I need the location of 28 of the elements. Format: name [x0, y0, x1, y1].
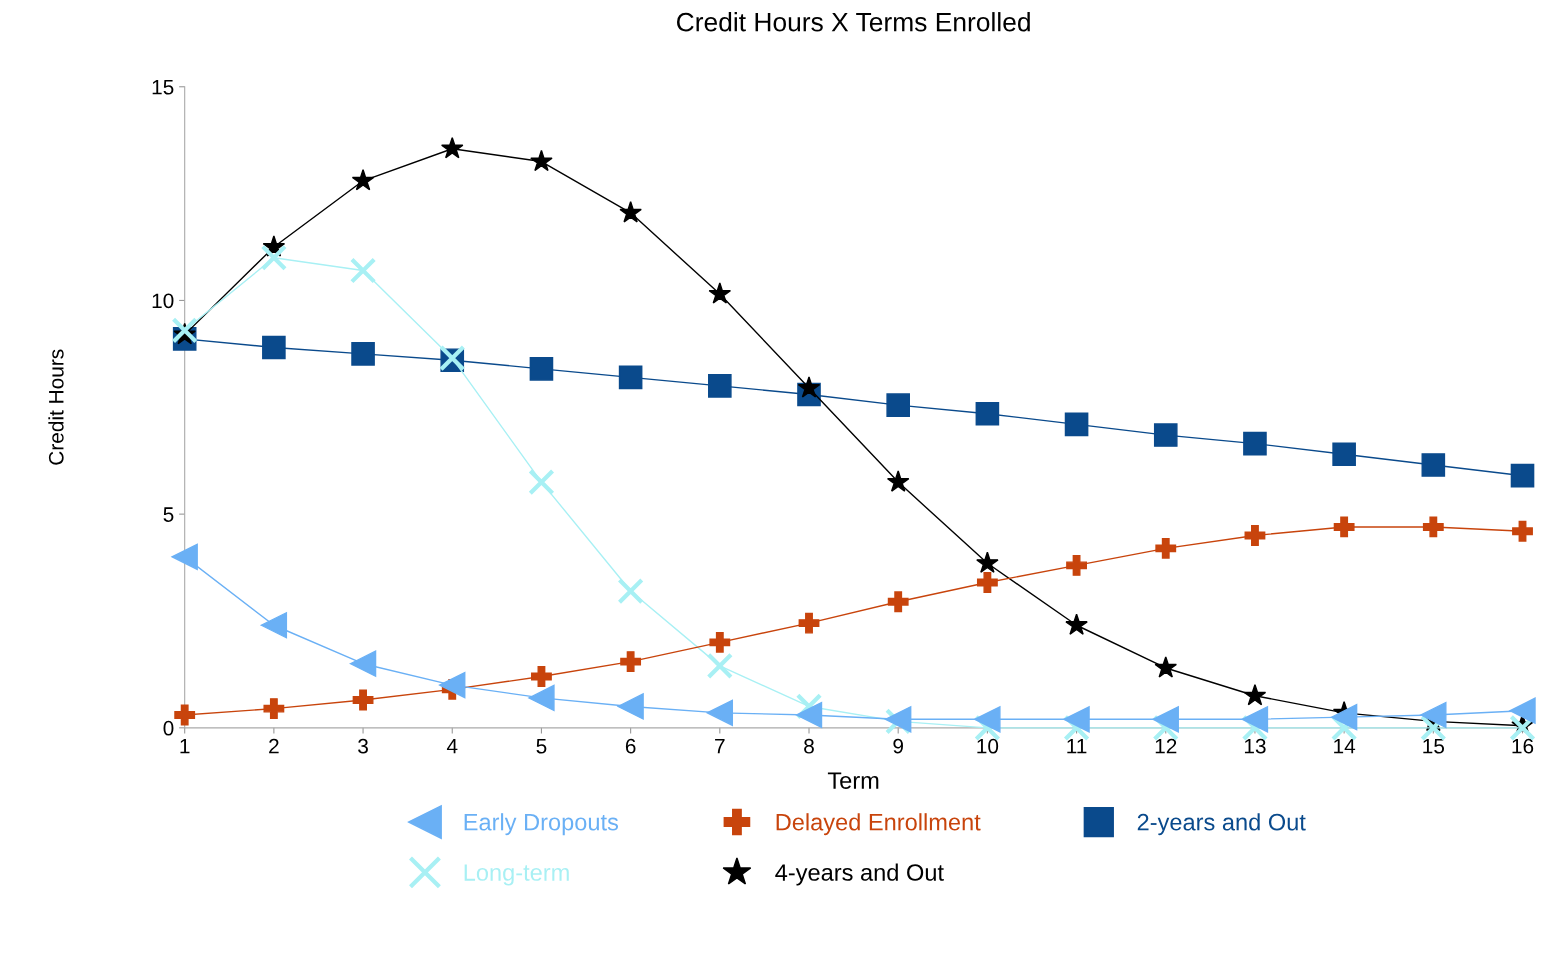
chart-title: Credit Hours X Terms Enrolled: [677, 12, 1030, 32]
x-tick-label: 2: [269, 738, 279, 754]
x-tick-label: 8: [804, 738, 814, 754]
y-tick-label: 0: [163, 720, 174, 736]
legend-label: Long-term: [464, 864, 569, 886]
x-tick-label: 13: [1244, 738, 1266, 754]
y-tick-label: 15: [152, 79, 174, 95]
x-tick-label: 4: [446, 739, 458, 754]
legend-label: 2-years and Out: [1137, 813, 1306, 836]
x-tick-label: 11: [1067, 739, 1087, 754]
legend-label: Delayed Enrollment: [776, 813, 981, 836]
y-tick-label: 10: [152, 293, 174, 309]
y-axis-title: Credit Hours: [48, 349, 64, 465]
x-tick-label: 10: [977, 738, 999, 754]
x-axis-title: Term: [827, 772, 879, 789]
x-tick-label: 12: [1155, 738, 1177, 754]
x-tick-label: 5: [536, 739, 547, 754]
x-tick-label: 9: [893, 738, 903, 754]
x-tick-label: 1: [180, 739, 190, 754]
x-tick-label: 14: [1334, 739, 1356, 754]
x-tick-label: 3: [358, 738, 368, 754]
x-tick-label: 7: [715, 739, 725, 754]
x-tick-label: 16: [1512, 738, 1534, 754]
y-tick-label: 5: [163, 507, 174, 522]
x-tick-label: 15: [1423, 739, 1445, 754]
legend-label: 4-years and Out: [775, 863, 944, 886]
x-tick-label: 6: [625, 738, 636, 754]
legend-label: Early Dropouts: [464, 813, 619, 836]
